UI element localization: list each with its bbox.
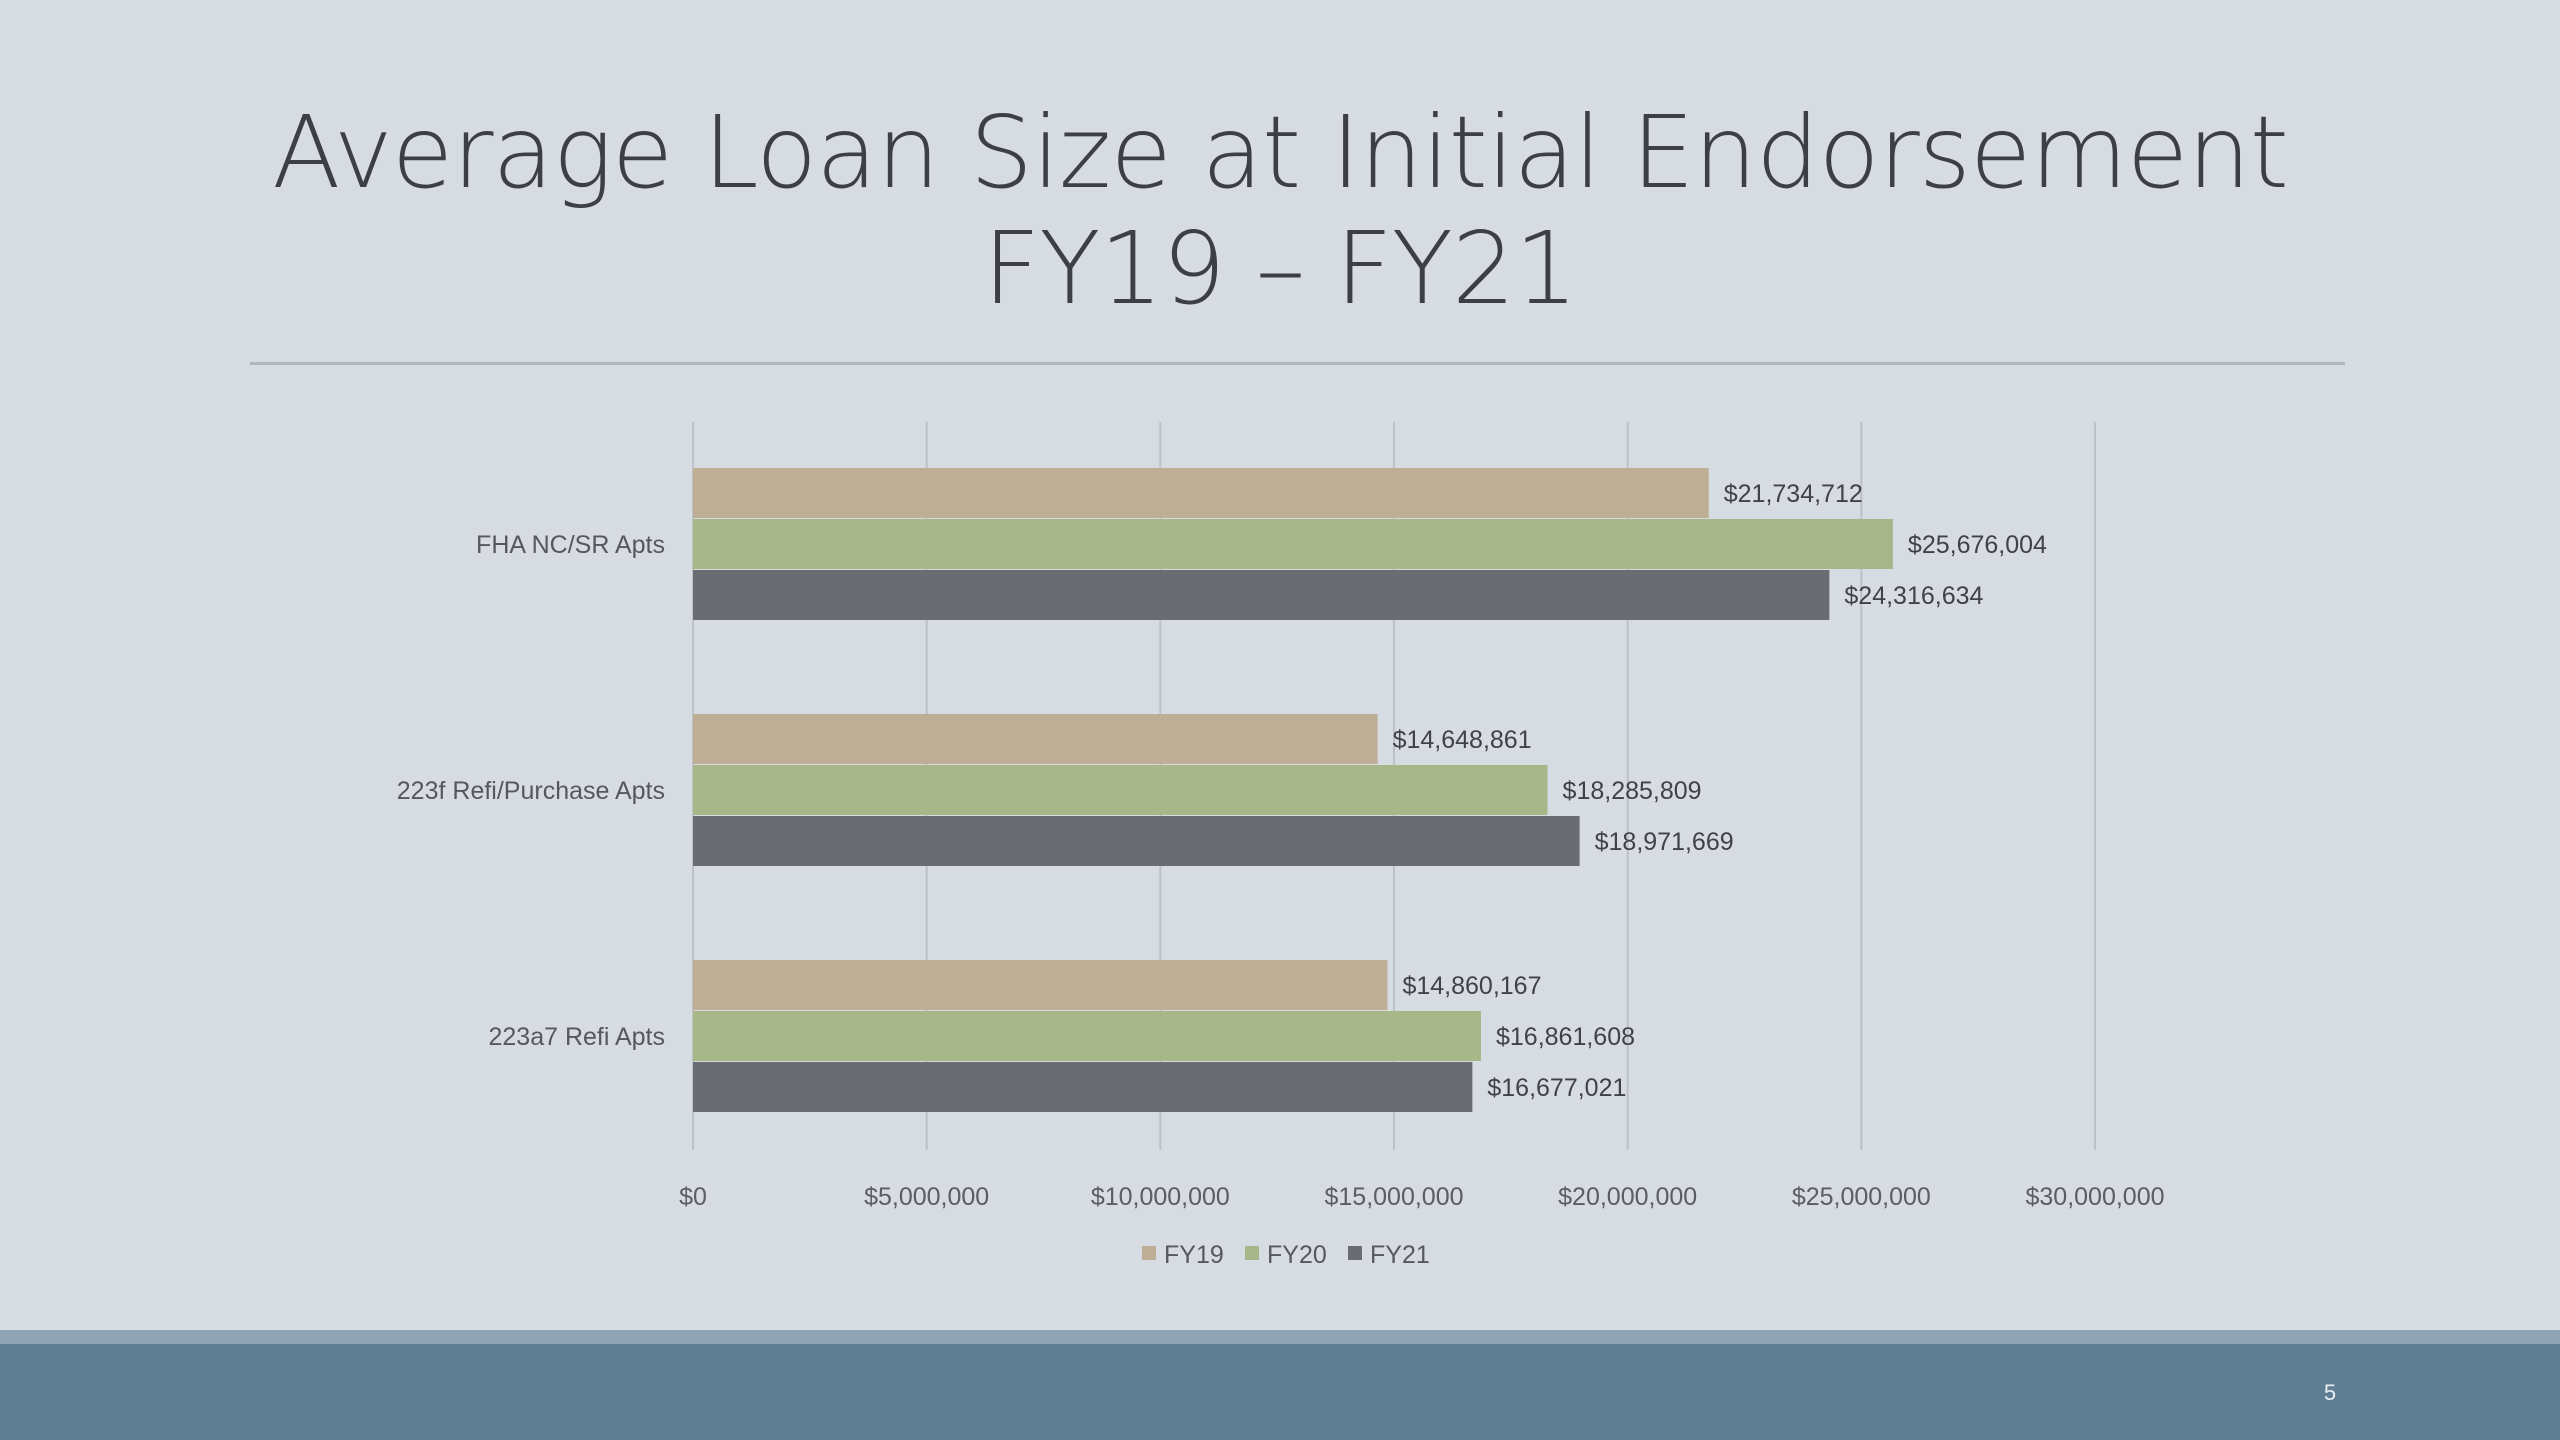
bar-fy19 — [693, 714, 1378, 764]
legend-label: FY19 — [1164, 1241, 1224, 1269]
legend-swatch-fy19 — [1142, 1246, 1156, 1260]
legend-label: FY21 — [1370, 1241, 1430, 1269]
title-divider — [250, 362, 2345, 365]
bar-fy20 — [693, 1011, 1481, 1061]
category-label: 223f Refi/Purchase Apts — [397, 777, 665, 805]
x-tick-label: $0 — [679, 1183, 707, 1211]
bar-fy19 — [693, 468, 1709, 518]
data-label: $14,860,167 — [1402, 972, 1541, 1000]
category-label: FHA NC/SR Apts — [476, 531, 665, 559]
bar-fy21 — [693, 816, 1580, 866]
bar-fy19 — [693, 960, 1388, 1010]
title-line-1: Average Loan Size at Initial Endorsement — [272, 94, 2289, 211]
title-line-2: FY19 – FY21 — [982, 210, 1578, 327]
slide-number: 5 — [2323, 1380, 2337, 1405]
bar-fy20 — [693, 519, 1893, 569]
data-label: $16,677,021 — [1487, 1074, 1626, 1102]
bar-chart: $0 $5,000,000 $10,000,000 $15,000,000 $20,00… — [397, 422, 2165, 1269]
data-label: $25,676,004 — [1908, 531, 2047, 559]
category-label: 223a7 Refi Apts — [488, 1023, 665, 1051]
data-label: $18,285,809 — [1563, 777, 1702, 805]
data-label: $16,861,608 — [1496, 1023, 1635, 1051]
x-tick-label: $25,000,000 — [1792, 1183, 1931, 1211]
data-label: $21,734,712 — [1724, 480, 1863, 508]
slide-title: Average Loan Size at Initial Endorsement… — [0, 95, 2560, 327]
x-tick-label: $20,000,000 — [1558, 1183, 1697, 1211]
bar-fy20 — [693, 765, 1548, 815]
footer-band — [0, 1344, 2560, 1440]
data-label: $14,648,861 — [1393, 726, 1532, 754]
data-label: $24,316,634 — [1844, 582, 1983, 610]
x-tick-label: $10,000,000 — [1091, 1183, 1230, 1211]
bar-fy21 — [693, 570, 1830, 620]
footer-accent-strip — [0, 1330, 2560, 1344]
bar-fy21 — [693, 1062, 1473, 1112]
legend-swatch-fy20 — [1245, 1246, 1259, 1260]
legend-label: FY20 — [1267, 1241, 1327, 1269]
x-tick-label: $15,000,000 — [1324, 1183, 1463, 1211]
x-tick-label: $30,000,000 — [2025, 1183, 2164, 1211]
x-tick-label: $5,000,000 — [864, 1183, 989, 1211]
legend-swatch-fy21 — [1348, 1246, 1362, 1260]
data-label: $18,971,669 — [1595, 828, 1734, 856]
